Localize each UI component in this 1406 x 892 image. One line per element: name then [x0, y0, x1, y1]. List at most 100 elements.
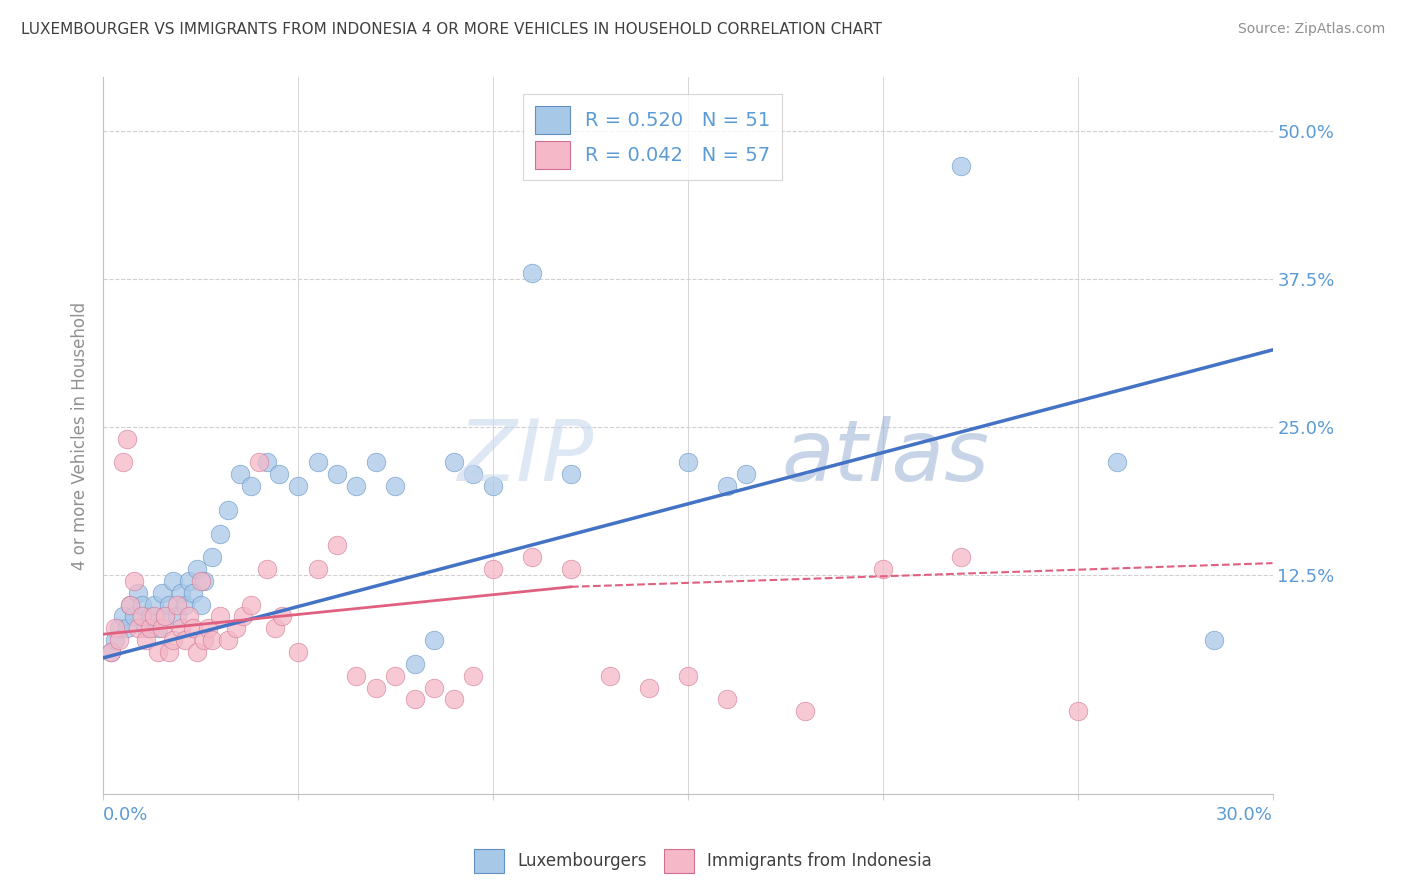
Point	[247, 455, 270, 469]
Point	[170, 621, 193, 635]
Point	[217, 633, 239, 648]
Point	[423, 681, 446, 695]
Point	[404, 657, 426, 671]
Point	[135, 633, 157, 648]
Point	[142, 598, 165, 612]
Point	[949, 550, 972, 565]
Point	[364, 681, 387, 695]
Point	[1105, 455, 1128, 469]
Point	[201, 550, 224, 565]
Point	[346, 668, 368, 682]
Point	[228, 467, 250, 482]
Point	[174, 598, 197, 612]
Point	[104, 621, 127, 635]
Point	[307, 562, 329, 576]
Point	[120, 598, 142, 612]
Point	[139, 609, 162, 624]
Point	[209, 609, 232, 624]
Text: atlas: atlas	[782, 416, 990, 499]
Point	[190, 598, 212, 612]
Point	[166, 598, 188, 612]
Point	[146, 645, 169, 659]
Point	[256, 455, 278, 469]
Point	[520, 550, 543, 565]
Point	[326, 467, 349, 482]
Point	[150, 586, 173, 600]
Point	[177, 574, 200, 588]
Point	[872, 562, 894, 576]
Point	[482, 562, 505, 576]
Point	[364, 455, 387, 469]
Point	[107, 621, 129, 635]
Point	[1066, 704, 1088, 718]
Point	[560, 467, 582, 482]
Point	[240, 479, 263, 493]
Point	[225, 621, 247, 635]
Point	[107, 633, 129, 648]
Point	[404, 692, 426, 706]
Legend: R = 0.520   N = 51, R = 0.042   N = 57: R = 0.520 N = 51, R = 0.042 N = 57	[523, 95, 782, 180]
Point	[287, 479, 309, 493]
Point	[463, 668, 485, 682]
Point	[599, 668, 621, 682]
Point	[127, 621, 149, 635]
Point	[240, 598, 263, 612]
Point	[155, 609, 177, 624]
Point	[120, 598, 142, 612]
Point	[174, 633, 197, 648]
Point	[676, 668, 699, 682]
Point	[162, 574, 184, 588]
Point	[287, 645, 309, 659]
Text: 30.0%: 30.0%	[1216, 806, 1272, 824]
Point	[271, 609, 294, 624]
Point	[131, 598, 153, 612]
Point	[193, 633, 215, 648]
Point	[193, 574, 215, 588]
Point	[520, 266, 543, 280]
Point	[139, 621, 162, 635]
Point	[326, 538, 349, 552]
Point	[170, 586, 193, 600]
Point	[155, 609, 177, 624]
Point	[104, 633, 127, 648]
Point	[716, 479, 738, 493]
Point	[177, 609, 200, 624]
Point	[637, 681, 659, 695]
Point	[676, 455, 699, 469]
Point	[384, 668, 406, 682]
Point	[115, 432, 138, 446]
Point	[463, 467, 485, 482]
Point	[100, 645, 122, 659]
Point	[209, 526, 232, 541]
Point	[384, 479, 406, 493]
Point	[307, 455, 329, 469]
Point	[181, 586, 204, 600]
Point	[186, 562, 208, 576]
Point	[127, 586, 149, 600]
Point	[423, 633, 446, 648]
Point	[157, 645, 180, 659]
Point	[131, 609, 153, 624]
Point	[124, 574, 146, 588]
Point	[232, 609, 254, 624]
Point	[146, 621, 169, 635]
Point	[197, 621, 219, 635]
Point	[949, 159, 972, 173]
Point	[793, 704, 815, 718]
Point	[443, 455, 465, 469]
Point	[560, 562, 582, 576]
Point	[100, 645, 122, 659]
Point	[142, 609, 165, 624]
Text: ZIP: ZIP	[458, 416, 595, 499]
Text: LUXEMBOURGER VS IMMIGRANTS FROM INDONESIA 4 OR MORE VEHICLES IN HOUSEHOLD CORREL: LUXEMBOURGER VS IMMIGRANTS FROM INDONESI…	[21, 22, 882, 37]
Point	[190, 574, 212, 588]
Point	[162, 633, 184, 648]
Text: 0.0%: 0.0%	[103, 806, 149, 824]
Point	[482, 479, 505, 493]
Point	[217, 503, 239, 517]
Point	[735, 467, 758, 482]
Point	[157, 598, 180, 612]
Point	[166, 609, 188, 624]
Point	[267, 467, 290, 482]
Point	[115, 621, 138, 635]
